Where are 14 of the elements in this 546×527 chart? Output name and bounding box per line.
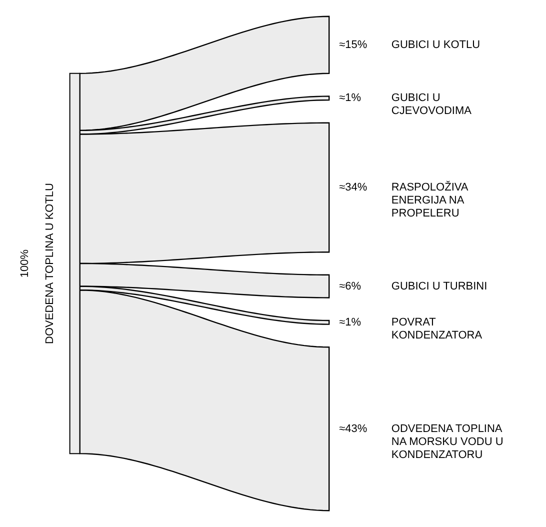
category-label: GUBICI U TURBINI [391,280,488,292]
data-label: ≈34% [339,181,368,194]
data-label: ≈1% [339,316,362,328]
category-label: ODVEDENA TOPLINA NA MORSKU VODU U KONDENZATORU [391,422,504,461]
data-label: ≈6% [339,280,362,292]
category-label: DOVEDENA TOPLINA U KOTLU [44,182,56,344]
data-label: ≈43% [339,422,368,435]
category-label: GUBICI U CJEVOVODIMA [391,92,472,118]
category-label: RASPOLOŽIVA ENERGIJA NA PROPELERU [391,180,469,220]
category-label: POVRAT KONDENZATORA [391,316,483,342]
data-label: 100% [18,249,31,278]
data-label: ≈15% [339,38,368,51]
category-label: GUBICI U KOTLU [391,38,480,51]
data-label: ≈1% [339,92,362,104]
